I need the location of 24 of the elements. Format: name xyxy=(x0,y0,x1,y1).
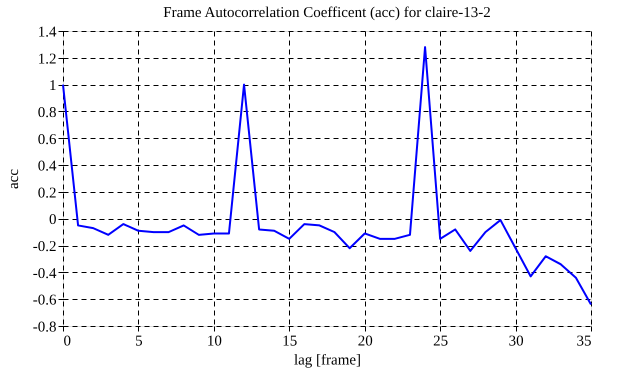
x-tick-label: 10 xyxy=(206,334,222,350)
y-tick-label: 0 xyxy=(49,212,56,228)
x-tick-label: 0 xyxy=(64,334,71,350)
x-tick-label: 15 xyxy=(282,334,298,350)
y-axis-title: acc xyxy=(6,168,22,189)
y-tick-label: 1 xyxy=(49,78,56,94)
y-tick-label: 0.6 xyxy=(38,132,57,148)
x-tick-label: 35 xyxy=(576,334,592,350)
chart-title: Frame Autocorrelation Coefficent (acc) for claire-13-2 xyxy=(163,5,491,21)
x-tick-label: 30 xyxy=(508,334,524,350)
x-tick-label: 20 xyxy=(358,334,373,350)
y-tick-label: 1.2 xyxy=(38,51,56,68)
y-tick-label: -0.8 xyxy=(32,320,56,336)
line-series xyxy=(62,46,592,306)
y-tick-label: 0.8 xyxy=(38,104,56,121)
y-tick-label: -0.2 xyxy=(32,239,56,256)
x-axis-title: lag [frame] xyxy=(294,352,362,368)
y-tick-label: -0.6 xyxy=(32,292,57,309)
y-tick-label: 1.4 xyxy=(38,24,57,40)
x-tick-label: 25 xyxy=(433,334,448,350)
y-tick-label: 0.4 xyxy=(38,158,57,175)
y-tick-label: -0.4 xyxy=(32,266,57,282)
x-tick-label: 5 xyxy=(135,334,143,350)
y-tick-label: 0.2 xyxy=(38,185,56,202)
